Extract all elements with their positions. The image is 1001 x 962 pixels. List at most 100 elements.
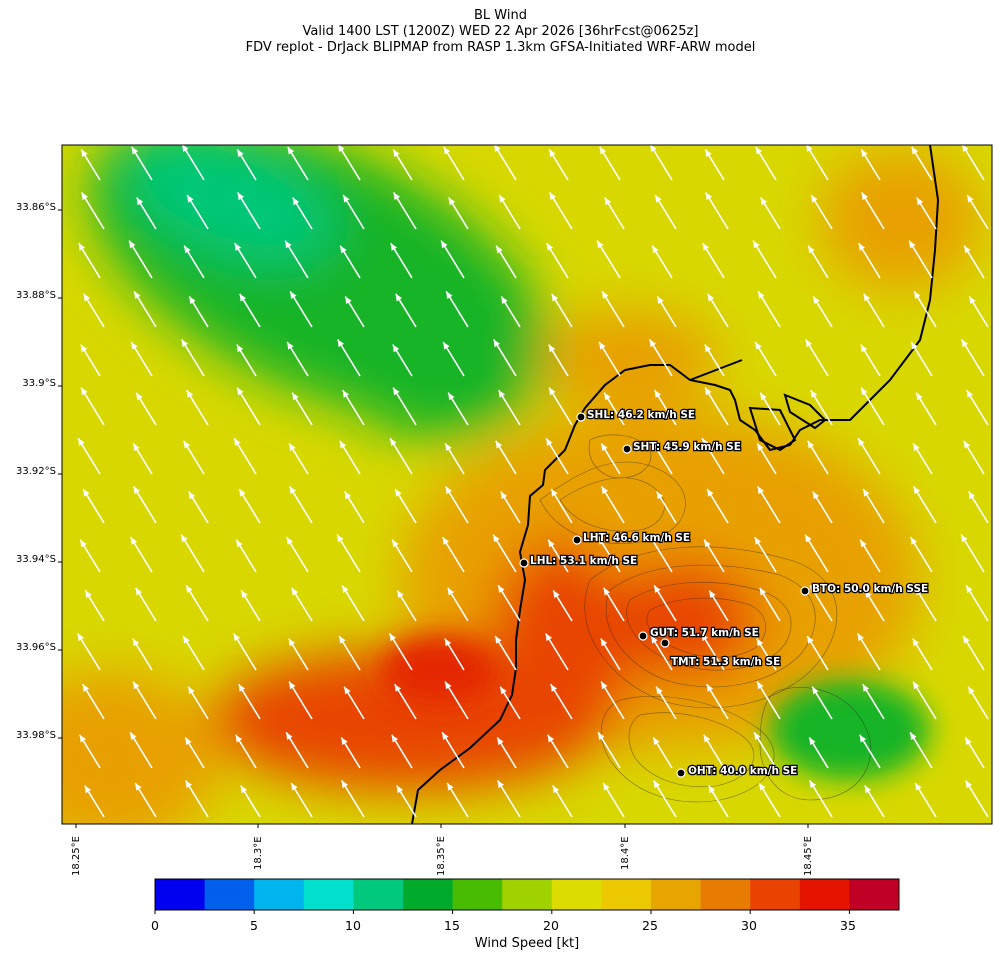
wind-arrow [864,589,885,622]
wind-arrow [809,584,833,622]
wind-arrow [344,491,365,524]
wind-arrow [239,293,261,328]
colorbar-tick-label: 5 [250,918,258,933]
y-tick-marks [58,209,62,739]
colorbar-segment [303,879,354,910]
y-tick-label: 33.9°S [22,378,56,389]
wind-arrow [135,392,157,426]
wind-arrow [339,440,361,475]
station-dot [638,631,648,641]
wind-arrow [288,681,313,720]
wind-arrow [180,339,205,377]
wind-arrow [500,295,521,328]
wind-arrow [444,486,469,524]
wind-arrow [446,782,469,818]
wind-arrow [809,389,833,426]
wind-arrow [807,245,829,279]
x-tick-marks [75,824,809,828]
colorbar-tick-label: 35 [840,918,856,933]
wind-arrow [440,240,465,279]
colorbar-tick-label: 25 [642,918,658,933]
wind-arrow [548,192,573,230]
wind-arrow [804,534,829,573]
wind-arrow [812,295,833,328]
wind-arrow [545,242,569,279]
terrain-contours [539,434,871,803]
wind-arrow [860,148,881,181]
wind-arrow [496,780,521,818]
wind-arrow [754,341,777,377]
wind-arrow [395,293,417,328]
wind-arrow [185,584,209,622]
colorbar-segment [799,879,850,910]
station-label-halo: SHT: 45.9 km/h SE [633,441,741,453]
station-label: GUT: 51.7 km/h SE [650,627,759,639]
wind-arrow [447,587,469,622]
wind-arrow [237,683,261,720]
wind-arrow [859,539,881,573]
colorbar-segment [353,879,404,910]
y-tick-label: 33.96°S [16,642,56,653]
station-dot [519,558,529,568]
wind-arrow [389,437,413,475]
wind-arrow [708,785,729,818]
wind-arrow [236,344,257,377]
wind-arrow [551,293,573,328]
wind-arrow [548,148,569,181]
y-tick-label: 33.98°S [16,730,56,741]
wind-arrow [292,197,313,230]
wind-arrow [448,197,469,230]
wind-arrow [547,539,569,573]
station-dot [622,444,632,454]
colorbar-tick-label: 15 [444,918,460,933]
wind-arrow [492,534,517,573]
wind-arrow [240,785,261,818]
wind-arrow [545,437,569,475]
wind-arrow [342,194,365,230]
wind-arrow [707,293,729,328]
wind-arrow [184,736,205,769]
wind-arrow [495,245,517,279]
wind-arrow [963,245,985,279]
wind-arrow [812,491,833,524]
x-tick-label: 18.35°E [436,836,447,876]
wind-arrow [960,339,985,377]
wind-arrow [392,344,413,377]
wind-arrow [188,295,209,328]
station-label-halo: GUT: 51.7 km/h SE [650,627,759,639]
wind-arrow [649,145,673,181]
wind-arrow [968,491,989,524]
wind-arrow [441,731,465,769]
wind-arrow [654,194,677,230]
wind-arrow [860,387,885,426]
wind-arrow [911,146,933,181]
colorbar-segment [601,879,652,910]
wind-arrow [753,731,777,769]
wind-arrow [134,782,157,818]
wind-arrow [136,197,157,230]
wind-zone-orange-3 [62,670,220,824]
wind-arrow [389,242,413,279]
wind-arrow [444,681,469,720]
wind-arrow [188,491,209,524]
wind-arrow [392,148,413,181]
wind-arrow [704,192,729,230]
calm-zone-green-2 [350,320,530,440]
wind-arrow [443,146,465,181]
wind-arrow [393,683,417,720]
station-label-halo: TMT: 51.3 km/h SE [671,656,780,668]
wind-arrow [494,635,517,671]
wind-arrow [550,488,573,524]
wind-arrow [963,440,985,475]
wind-arrow [391,539,413,573]
wind-arrow [186,194,209,230]
wind-arrow [811,686,833,720]
station-label: LHL: 53.1 km/h SE [530,555,637,567]
wind-arrow [82,488,105,524]
wind-arrow [810,194,833,230]
station-label: TMT: 51.3 km/h SE [671,656,780,668]
wind-arrow [656,295,677,328]
colorbar-segment [750,879,801,910]
wind-arrow [289,290,313,328]
